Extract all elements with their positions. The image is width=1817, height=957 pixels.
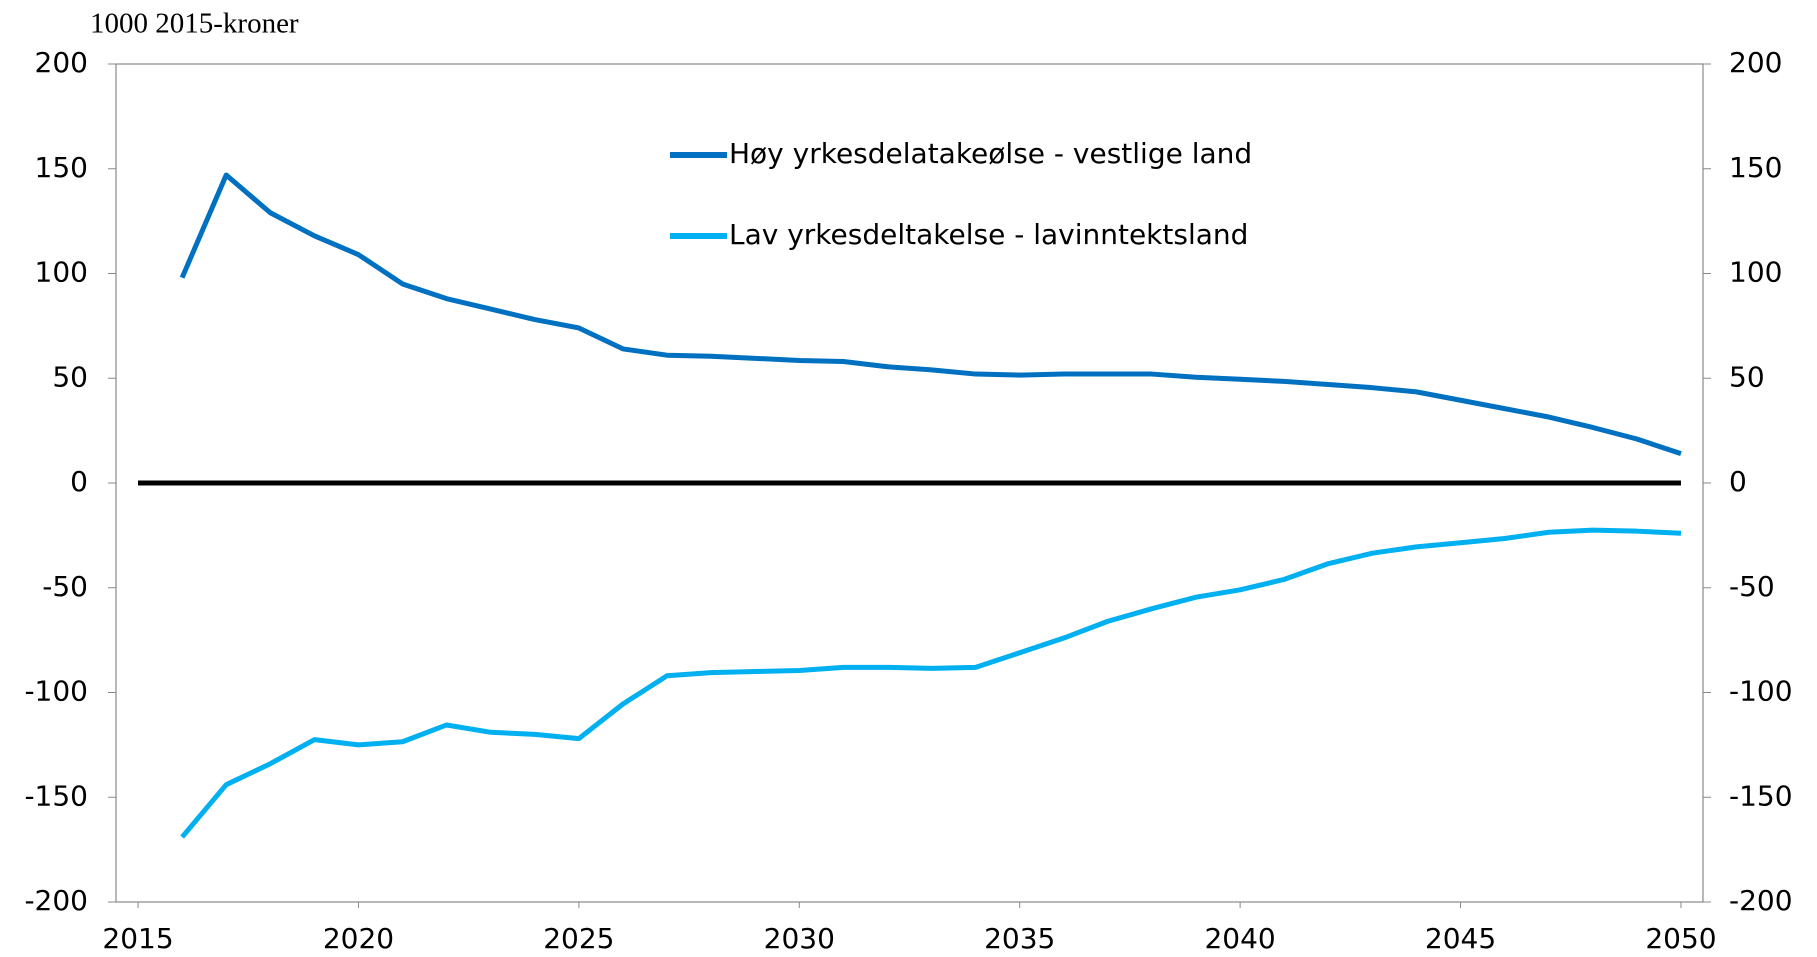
y-tick-label: 100	[35, 256, 88, 289]
series-line	[179, 172, 1682, 457]
y2-tick-label: -50	[1729, 570, 1775, 603]
y2-tick-label: 50	[1729, 360, 1765, 393]
legend-label: Høy yrkesdelatakeølse - vestlige land	[729, 137, 1252, 170]
chart-title: 1000 2015-kroner	[90, 8, 299, 40]
y-tick-label: -200	[24, 884, 88, 917]
y2-tick-label: -150	[1729, 779, 1793, 812]
y2-tick-label: 100	[1729, 256, 1782, 289]
y-tick-label: 0	[70, 465, 88, 498]
y2-tick-label: 150	[1729, 151, 1782, 184]
x-tick-label: 2025	[543, 922, 614, 955]
legend-label: Lav yrkesdeltakelse - lavinntektsland	[729, 218, 1248, 251]
x-tick-label: 2045	[1425, 922, 1496, 955]
x-tick-label: 2030	[764, 922, 835, 955]
y-tick-label: 200	[35, 46, 88, 79]
series-line	[180, 527, 1682, 839]
y-tick-label: 150	[35, 151, 88, 184]
y-tick-label: -150	[24, 779, 88, 812]
x-tick-label: 2050	[1645, 922, 1716, 955]
y-tick-label: 50	[52, 360, 88, 393]
y2-tick-label: -200	[1729, 884, 1793, 917]
x-tick-label: 2015	[102, 922, 173, 955]
x-tick-label: 2040	[1204, 922, 1275, 955]
y2-tick-label: -100	[1729, 675, 1793, 708]
y-tick-label: -100	[24, 675, 88, 708]
x-tick-label: 2035	[984, 922, 1055, 955]
y-tick-label: -50	[42, 570, 88, 603]
y2-tick-label: 200	[1729, 46, 1782, 79]
y2-tick-label: 0	[1729, 465, 1747, 498]
x-tick-label: 2020	[323, 922, 394, 955]
